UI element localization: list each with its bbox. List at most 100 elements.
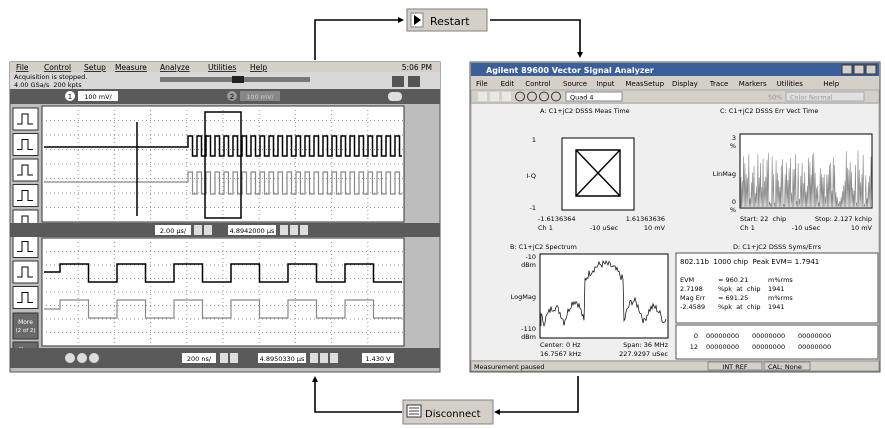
vsa-menu-item[interactable]: Help <box>823 80 840 88</box>
disconnect-button[interactable] <box>402 399 494 425</box>
constellation-trace <box>575 149 621 197</box>
toolbar-button[interactable] <box>551 91 561 102</box>
run-control[interactable] <box>65 353 75 363</box>
axis-label: LinMag <box>713 170 736 178</box>
more-button[interactable] <box>12 312 39 340</box>
side-tool-button[interactable] <box>12 235 39 258</box>
restart-icon <box>414 15 421 25</box>
side-tool-button[interactable] <box>12 158 39 182</box>
toolbar-button[interactable] <box>527 91 537 102</box>
axis-label: 0 <box>732 198 736 206</box>
side-tool-icon <box>17 241 33 252</box>
toolbar-button[interactable] <box>490 92 499 101</box>
scope-icon[interactable] <box>392 76 404 87</box>
toolbar-button[interactable] <box>539 91 549 102</box>
scope-menu-item[interactable]: Control <box>44 63 71 72</box>
toolbar-button[interactable] <box>502 92 511 101</box>
waveform <box>44 135 402 157</box>
more-label: More <box>18 319 33 326</box>
side-tool-button[interactable] <box>12 107 39 131</box>
side-tool-button[interactable] <box>12 286 39 309</box>
position-box[interactable] <box>228 225 276 235</box>
position-box[interactable] <box>258 353 306 363</box>
spectrum-plot <box>539 253 669 339</box>
side-tool-button[interactable] <box>12 133 39 156</box>
spin-button[interactable] <box>230 353 238 363</box>
vsa-title-bar <box>471 63 879 76</box>
vsa-menu-item[interactable]: Edit <box>501 80 515 88</box>
side-tool-icon <box>17 139 33 150</box>
vsa-menu-item[interactable]: Display <box>672 80 698 88</box>
window-button[interactable] <box>865 64 877 75</box>
evm-cell: %pk at chip <box>718 303 761 311</box>
panel-title: A: C1+jC2 DSSS Meas Time <box>540 107 630 115</box>
evm-cell: m%rms <box>768 294 793 302</box>
vsa-menu-item[interactable]: File <box>476 80 488 88</box>
vsa-menu-item[interactable]: Source <box>563 80 587 88</box>
scope-menu-item[interactable]: Measure <box>115 63 147 72</box>
scope-memory-window <box>232 76 244 83</box>
nav-button[interactable] <box>330 353 338 363</box>
axis-label: I-Q <box>526 172 536 180</box>
layout-select[interactable] <box>565 91 623 102</box>
scope-menu-item[interactable]: Setup <box>84 63 106 72</box>
vsa-menu-item[interactable]: Input <box>596 80 614 88</box>
window-button[interactable] <box>841 64 853 75</box>
timebase-box[interactable] <box>155 225 191 235</box>
vsa-menu-item[interactable]: Utilities <box>777 80 804 88</box>
window-button[interactable] <box>853 64 865 75</box>
scope-menu-item[interactable]: Analyze <box>160 63 190 72</box>
scope-clock: 5:06 PM <box>402 63 432 72</box>
nav-button[interactable] <box>300 225 308 235</box>
channel-label: 1 <box>68 93 72 101</box>
vsa-title: Agilent 89600 Vector Signal Analyzer <box>486 66 654 75</box>
run-control[interactable] <box>89 353 99 363</box>
timebase-box[interactable] <box>182 353 216 363</box>
evm-cell: 1941 <box>768 285 785 293</box>
timebase: 2.00 µs/ <box>160 227 187 235</box>
vsa-menu-item[interactable]: MeasSetup <box>625 80 664 88</box>
scope-menu-item[interactable]: Help <box>250 63 267 72</box>
nav-button[interactable] <box>280 225 288 235</box>
status-reference: INT REF <box>722 363 747 371</box>
zoom-window <box>204 111 242 219</box>
nav-button[interactable] <box>320 353 328 363</box>
restart-button[interactable] <box>406 8 488 32</box>
position: 4.8950330 µs <box>260 355 305 363</box>
disconnect-label[interactable]: Disconnect <box>425 409 481 420</box>
channel-scale-box[interactable] <box>240 91 280 101</box>
scope-menu-item[interactable]: Utilities <box>208 63 236 72</box>
evm-cell: Mag Err <box>680 294 705 302</box>
spin-button[interactable] <box>204 225 212 235</box>
vsa-menu-item[interactable]: Markers <box>739 80 767 88</box>
axis-label: -1.6136364 <box>538 215 576 223</box>
channel-scale-box[interactable] <box>78 91 118 101</box>
spin-button[interactable] <box>194 225 202 235</box>
toolbar-button[interactable] <box>478 92 487 101</box>
spin-button[interactable] <box>220 353 228 363</box>
axis-label: -110 <box>521 325 536 333</box>
side-tool-button[interactable] <box>12 260 39 284</box>
toolbar-button[interactable] <box>515 91 525 102</box>
scope-icon[interactable] <box>408 76 420 87</box>
status-message: Measurement paused <box>474 363 544 371</box>
status-cell <box>707 361 763 371</box>
axis-label: 10 mV <box>644 224 666 232</box>
more-label: (2 of 2) <box>15 328 35 334</box>
scope-menu-bar <box>10 62 440 72</box>
vsa-menu-item[interactable]: Trace <box>709 80 729 88</box>
run-control[interactable] <box>77 353 87 363</box>
trigger-box[interactable] <box>362 353 394 363</box>
arrow-line <box>314 19 398 60</box>
color-select[interactable] <box>785 91 865 102</box>
axis-label: -10 <box>525 253 536 261</box>
side-tool-button[interactable] <box>12 184 39 207</box>
nav-button[interactable] <box>290 225 298 235</box>
scope-zoom-bar <box>10 223 440 237</box>
nav-button[interactable] <box>310 353 318 363</box>
restart-label[interactable]: Restart <box>430 15 470 28</box>
scope-menu-item[interactable]: File <box>16 63 29 72</box>
axis-label: Span: 36 MHz <box>623 341 668 349</box>
vsa-menu-item[interactable]: Control <box>525 80 550 88</box>
symbol-index: 0 <box>694 332 698 340</box>
